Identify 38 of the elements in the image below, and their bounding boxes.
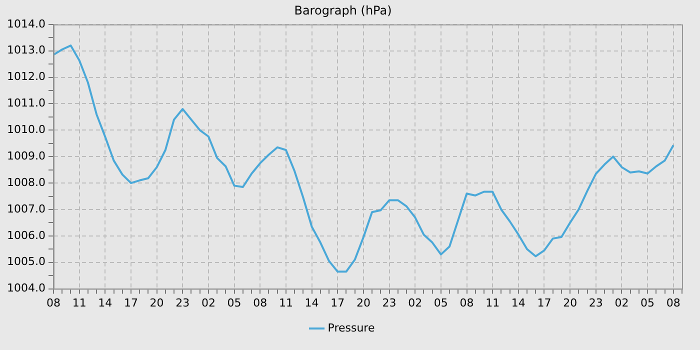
y-tick-label: 1012.0 bbox=[6, 70, 46, 84]
y-tick-label: 1006.0 bbox=[6, 228, 46, 242]
x-tick-label: 17 bbox=[124, 296, 138, 310]
y-tick-label: 1011.0 bbox=[6, 96, 46, 110]
x-tick-label: 14 bbox=[511, 296, 526, 310]
x-tick-label: 20 bbox=[150, 296, 164, 310]
x-tick-label: 11 bbox=[486, 296, 500, 310]
x-tick-label: 20 bbox=[563, 296, 578, 310]
x-tick-label: 08 bbox=[253, 296, 268, 310]
x-tick-label: 02 bbox=[408, 296, 422, 310]
x-tick-label: 08 bbox=[666, 296, 680, 310]
x-tick-label: 08 bbox=[460, 296, 474, 310]
chart-title: Barograph (hPa) bbox=[294, 3, 392, 18]
x-tick-label: 14 bbox=[304, 296, 319, 310]
x-tick-label: 05 bbox=[227, 296, 242, 310]
x-tick-label: 23 bbox=[588, 296, 603, 310]
x-tick-label: 05 bbox=[434, 296, 448, 310]
x-tick-label: 08 bbox=[46, 296, 60, 310]
y-tick-label: 1008.0 bbox=[6, 176, 46, 189]
x-tick-label: 23 bbox=[176, 296, 190, 310]
x-tick-label: 20 bbox=[356, 296, 370, 310]
y-tick-label: 1010.0 bbox=[6, 123, 46, 136]
legend-label: Pressure bbox=[328, 321, 375, 334]
y-tick-label: 1007.0 bbox=[6, 202, 46, 216]
x-tick-label: 02 bbox=[614, 296, 629, 310]
x-tick-label: 14 bbox=[98, 296, 112, 310]
x-tick-label: 02 bbox=[201, 296, 216, 310]
y-tick-label: 1005.0 bbox=[6, 255, 46, 268]
x-tick-label: 17 bbox=[537, 296, 552, 310]
x-tick-label: 05 bbox=[640, 296, 655, 310]
y-tick-label: 1004.0 bbox=[6, 282, 46, 295]
x-tick-label: 23 bbox=[382, 296, 396, 310]
x-tick-label: 11 bbox=[278, 296, 293, 310]
y-tick-label: 1014.0 bbox=[6, 17, 46, 30]
x-tick-label: 17 bbox=[330, 296, 345, 310]
x-tick-label: 11 bbox=[72, 296, 86, 310]
y-tick-label: 1009.0 bbox=[6, 149, 46, 162]
y-tick-label: 1013.0 bbox=[6, 44, 46, 57]
